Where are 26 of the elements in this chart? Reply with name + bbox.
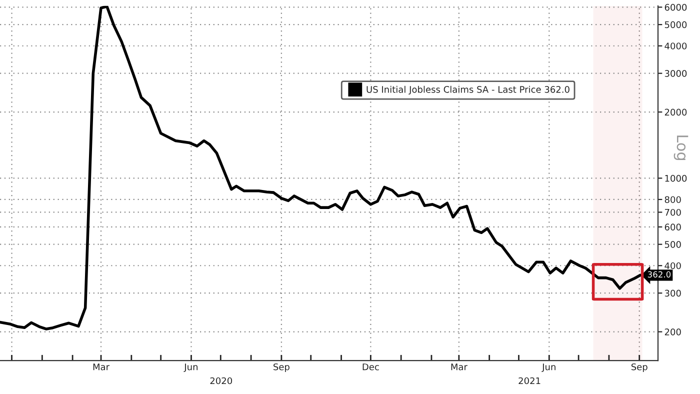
y-tick-label: 300	[664, 290, 681, 297]
x-tick-label: Sep	[631, 363, 648, 372]
text: 2021	[518, 377, 540, 384]
y-tick-label: 800	[664, 196, 681, 204]
y-tick-label: 700	[664, 208, 681, 216]
y-tick-label: 200	[664, 328, 681, 336]
y-axis-title: Log	[674, 136, 688, 160]
y-tick-label: 4000	[664, 42, 687, 50]
x-tick-label: Jun	[542, 364, 556, 372]
y-tick-label: 2000	[664, 108, 687, 116]
x-tick-label: Mar	[451, 364, 468, 370]
legend-label: US Initial Jobless Claims SA - Last Price 362.0	[366, 86, 570, 95]
x-tick-label: Sep	[274, 363, 290, 372]
y-tick-label: 600	[664, 224, 681, 230]
text: 2020	[210, 377, 232, 384]
data-label: 362.0	[648, 271, 671, 278]
x-tick-label: Dec	[362, 364, 379, 370]
y-tick-label: 1000	[665, 174, 687, 182]
x-tick-label: Jun	[184, 364, 198, 372]
y-tick-label: 500	[664, 241, 681, 248]
y-tick-label: 400	[664, 262, 681, 270]
y-tick-label: 3000	[664, 70, 687, 77]
y-tick-label: 6000	[664, 4, 687, 11]
y-tick-label: 5000	[664, 21, 687, 28]
line-series	[0, 6, 642, 330]
x-tick-label: Mar	[93, 364, 110, 370]
